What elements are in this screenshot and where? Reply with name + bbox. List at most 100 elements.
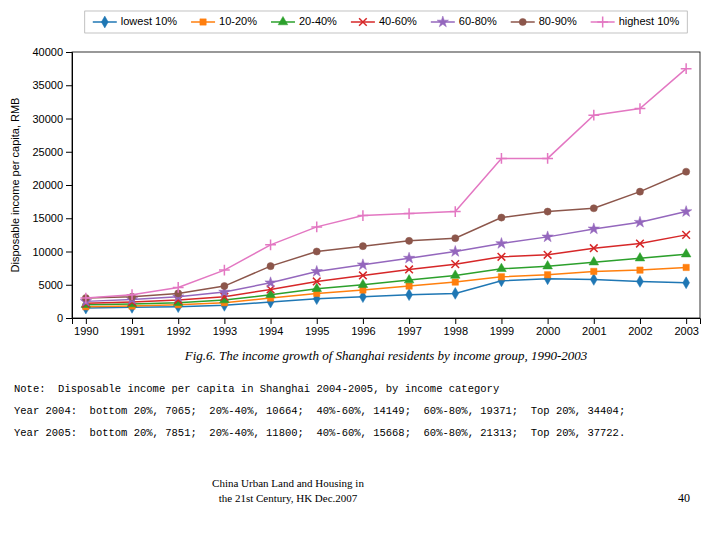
marker	[406, 237, 413, 244]
line	[86, 235, 686, 303]
legend-item: 10-20%	[191, 15, 257, 27]
legend-label: lowest 10%	[121, 15, 177, 27]
title: Fig.6. The income growth of Shanghai res…	[184, 348, 588, 363]
x-tick-mark	[594, 318, 595, 324]
x-tick-label: 2001	[582, 325, 606, 337]
marker	[173, 282, 184, 293]
y-tick-label: 20000	[32, 179, 63, 191]
y-tick-label: 25000	[32, 146, 63, 158]
marker	[496, 153, 507, 164]
x-tick-label: 2000	[536, 325, 560, 337]
legend-item: 20-40%	[271, 15, 337, 27]
y-tick: 5000	[39, 279, 72, 291]
legend-marker	[278, 16, 288, 24]
marker	[544, 208, 551, 215]
y-tick-label: 0	[57, 312, 63, 324]
marker	[404, 208, 415, 219]
marker	[311, 221, 322, 232]
x-tick-label: 1999	[490, 325, 514, 337]
y-axis-title: Disposable income per capita, RMB	[9, 98, 21, 273]
x-tick: 1995	[305, 318, 329, 337]
legend-marker	[200, 19, 206, 25]
x-tick: 2000	[536, 318, 560, 337]
x-tick-mark	[178, 318, 179, 324]
marker	[590, 244, 598, 252]
y-tick-label: 30000	[32, 113, 63, 125]
legend-item: lowest 10%	[93, 15, 177, 28]
y-tick-label: 5000	[39, 279, 63, 291]
x-tick-mark	[409, 318, 410, 324]
x-tick: 1999	[490, 318, 514, 337]
marker	[636, 188, 643, 195]
x-tick: 1994	[259, 318, 283, 337]
marker	[450, 246, 461, 257]
legend-marker	[437, 16, 448, 27]
x-tick-label: 1995	[305, 325, 329, 337]
marker	[313, 278, 321, 286]
y-tick-label: 40000	[32, 46, 63, 58]
x-tick: 1990	[74, 318, 98, 337]
x-tick: 1998	[444, 318, 468, 337]
plot-frame	[72, 52, 700, 318]
x-tick-label: 1992	[166, 325, 190, 337]
x-tick-label: 1993	[213, 325, 237, 337]
x-tick-label: 1991	[120, 325, 144, 337]
series	[80, 206, 692, 307]
marker	[452, 279, 458, 285]
marker	[683, 277, 690, 289]
y-tick: 25000	[32, 146, 72, 158]
x-tick: 1997	[397, 318, 421, 337]
legend-marker	[359, 18, 367, 26]
marker	[543, 261, 553, 269]
marker	[358, 210, 369, 221]
marker	[406, 283, 412, 289]
legend: lowest 10%10-20%20-40%40-60%60-80%80-90%…	[85, 11, 687, 33]
annotation-line: China Urban Land and Housing in	[212, 477, 364, 489]
marker	[544, 272, 550, 278]
marker	[542, 153, 553, 164]
marker	[311, 265, 322, 276]
marker	[636, 240, 644, 248]
marker	[359, 272, 367, 280]
x-tick-label: 1997	[397, 325, 421, 337]
marker	[590, 205, 597, 212]
x-tick-mark	[224, 318, 225, 324]
marker	[635, 103, 646, 114]
legend-marker	[597, 17, 608, 28]
annotation: Note: Disposable income per capita in Sh…	[14, 383, 499, 395]
plot-area	[80, 63, 692, 314]
x-tick-label: 1996	[351, 325, 375, 337]
marker	[406, 289, 413, 301]
x-axis: 1990 1991 1992 1993 1994 1995 1996 1997 1998 1999…	[73, 318, 701, 337]
marker	[265, 239, 276, 250]
marker	[360, 287, 366, 293]
marker	[683, 168, 690, 175]
line	[86, 69, 686, 298]
series	[81, 249, 691, 308]
x-tick-mark	[132, 318, 133, 324]
marker	[498, 253, 506, 261]
marker	[681, 63, 692, 74]
y-tick-mark	[66, 119, 72, 120]
marker	[267, 263, 274, 270]
legend-frame	[85, 11, 687, 33]
legend-item: 40-60%	[351, 15, 417, 27]
y-tick: 20000	[32, 179, 72, 191]
marker	[497, 263, 507, 271]
marker	[542, 231, 553, 242]
legend-marker	[519, 18, 526, 25]
marker	[80, 293, 91, 304]
x-tick-mark	[548, 318, 549, 324]
legend-marker	[101, 16, 108, 28]
x-tick: 1992	[166, 318, 190, 337]
line	[86, 267, 686, 306]
marker	[452, 235, 459, 242]
marker	[358, 279, 368, 287]
x-tick-mark	[317, 318, 318, 324]
y-tick-label: 35000	[32, 79, 63, 91]
y-tick-mark	[66, 85, 72, 86]
marker	[590, 274, 597, 286]
marker	[637, 267, 643, 273]
marker	[219, 265, 230, 276]
marker	[313, 248, 320, 255]
